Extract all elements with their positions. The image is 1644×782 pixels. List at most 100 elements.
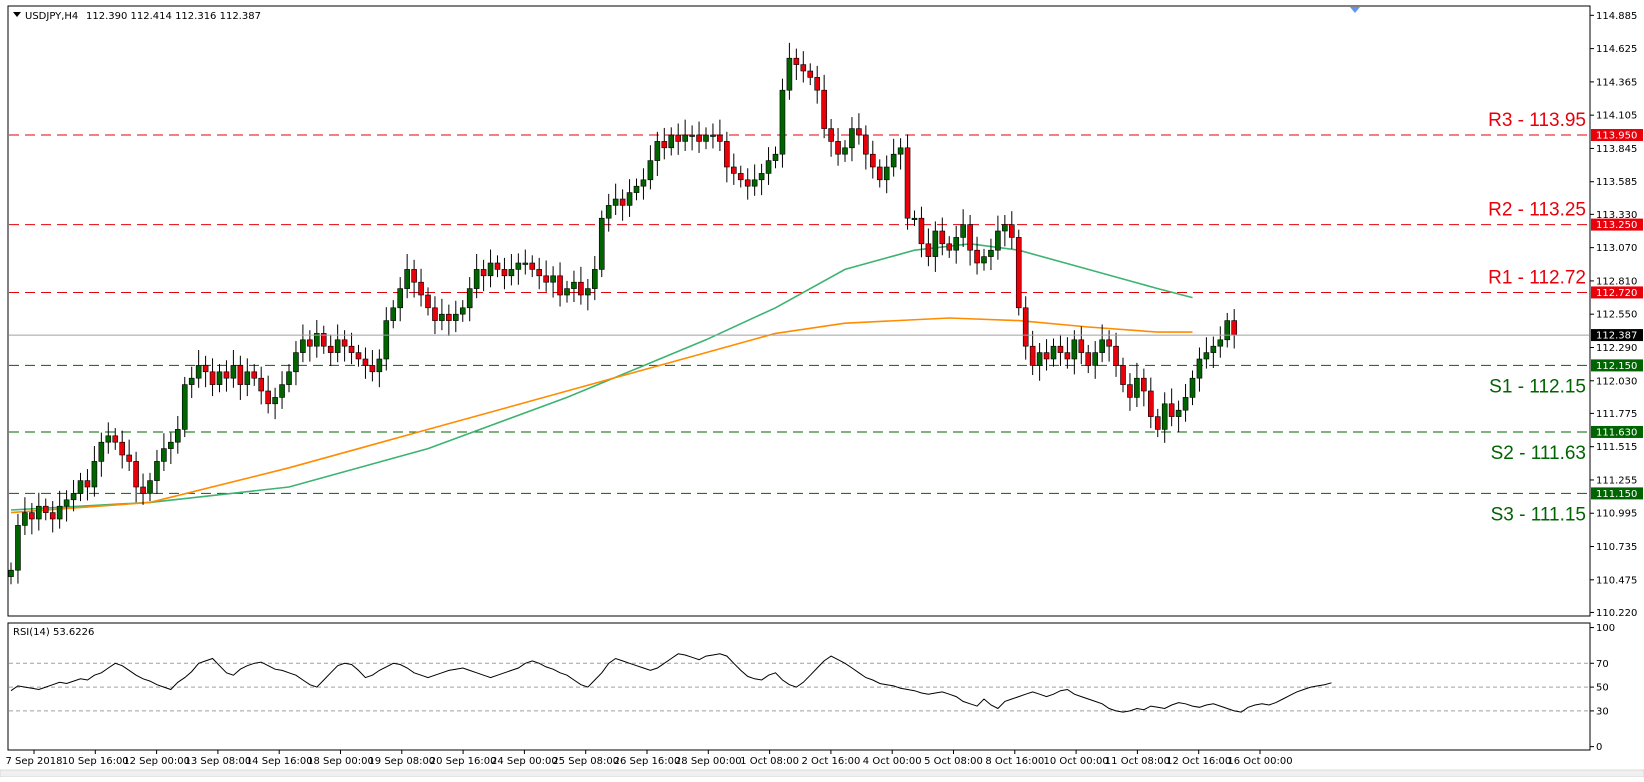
candle-bull: [334, 339, 341, 353]
candle-bear: [925, 243, 932, 257]
candle-bull: [605, 205, 612, 219]
rsi-tick-label: 100: [1596, 623, 1615, 634]
time-tick-label: 16 Oct 00:00: [1227, 756, 1292, 767]
price-tick-label: 112.030: [1596, 376, 1637, 387]
price-tick-label: 110.995: [1596, 509, 1637, 520]
price-tick-label: 110.735: [1596, 542, 1637, 553]
candle-bear: [251, 371, 258, 379]
candle-bull: [654, 141, 661, 161]
candle-bull: [98, 441, 105, 462]
price-tick-label: 114.885: [1596, 11, 1637, 22]
candle-bear: [348, 345, 355, 353]
price-tick-label: 112.290: [1596, 343, 1637, 354]
level-price-tag: [1591, 129, 1643, 141]
level-price-tag-text: 113.950: [1596, 131, 1637, 142]
price-tick-label: 111.515: [1596, 442, 1637, 453]
time-tick-label: 26 Sep 16:00: [614, 756, 681, 767]
candle-bull: [22, 512, 28, 526]
candle-bear: [1120, 365, 1126, 385]
candle-bull: [1050, 345, 1057, 360]
candle-bear: [1008, 224, 1015, 238]
candle-bear: [307, 339, 313, 347]
candle-bull: [154, 461, 160, 481]
price-tick-label: 114.105: [1596, 111, 1637, 122]
level-tags-layer: 113.950 113.250 112.720 112.150 111.630 111.1…: [1591, 129, 1643, 500]
candle-bull: [710, 134, 716, 137]
header-dropdown-icon[interactable]: [13, 12, 21, 17]
header-symbol: USDJPY,H4: [25, 11, 78, 22]
level-price-tag-text: 112.150: [1596, 361, 1637, 372]
candle-bull: [293, 352, 299, 373]
candle-bear: [543, 275, 549, 283]
candle-bull: [466, 288, 473, 309]
candle-bull: [91, 461, 98, 488]
level-price-tag: [1591, 425, 1643, 438]
time-tick-label: 24 Sep 00:00: [491, 756, 558, 767]
candle-bull: [772, 153, 779, 161]
candle-bull: [689, 134, 695, 137]
candle-bull: [147, 480, 153, 494]
moving-average-line: [10, 242, 1193, 511]
candle-bear: [800, 64, 807, 72]
candle-bear: [355, 352, 362, 360]
candle-bull: [703, 134, 709, 142]
time-tick-label: 19 Sep 08:00: [368, 756, 435, 767]
candle-bear: [1064, 352, 1071, 360]
candle-bull: [647, 160, 654, 181]
candle-bear: [446, 313, 452, 321]
candle-bull: [564, 288, 570, 296]
candle-bear: [1057, 345, 1064, 353]
candle-bull: [890, 153, 897, 168]
candle-bull: [216, 371, 223, 385]
current-price-tag-text: 112.387: [1596, 331, 1637, 342]
candle-bear: [835, 141, 841, 155]
candle-bull: [452, 313, 459, 321]
candle-bull: [633, 185, 640, 193]
price-tick-label: 113.330: [1596, 210, 1637, 221]
candle-bull: [195, 365, 202, 379]
rsi-line: [10, 653, 1332, 713]
candle-bear: [863, 134, 869, 155]
candle-bull: [682, 134, 688, 142]
price-tick-label: 110.220: [1596, 608, 1637, 619]
moving-averages-layer: [10, 242, 1193, 514]
candle-bear: [258, 377, 265, 392]
candle-bull: [230, 365, 237, 379]
time-tick-label: 13 Sep 08:00: [185, 756, 252, 767]
rsi-header: RSI(14) 53.6226: [13, 627, 94, 638]
candle-bull: [1217, 339, 1224, 347]
candle-bull: [1175, 409, 1182, 417]
candle-bear: [828, 128, 834, 142]
candle-bull: [390, 307, 397, 321]
candle-bull: [842, 147, 848, 155]
candle-bear: [869, 153, 876, 168]
rsi-tick-label: 30: [1596, 706, 1609, 717]
candle-bear: [202, 365, 209, 373]
price-tick-label: 112.550: [1596, 310, 1637, 321]
candle-bear: [1168, 403, 1175, 417]
candle-bear: [619, 198, 626, 206]
header-ohlc: 112.390 112.414 112.316 112.387: [86, 11, 261, 22]
scroll-marker-icon[interactable]: [1350, 7, 1360, 13]
price-tick-label: 114.365: [1596, 77, 1637, 88]
level-label-support: S3 - 111.15: [1491, 504, 1586, 525]
candle-bear: [494, 262, 501, 270]
candle-bull: [911, 217, 918, 220]
candle-bear: [737, 173, 744, 181]
candle-bull: [175, 429, 181, 443]
candle-bull: [522, 262, 529, 265]
candle-bull: [571, 281, 577, 289]
candle-bear: [1106, 339, 1112, 347]
candle-bull: [668, 134, 675, 149]
time-tick-label: 10 Oct 00:00: [1043, 756, 1108, 767]
level-label-support: S2 - 111.63: [1491, 443, 1586, 464]
candle-bear: [369, 365, 376, 373]
time-tick-label: 4 Oct 00:00: [863, 756, 922, 767]
candle-bull: [56, 505, 63, 520]
candle-bull: [35, 505, 42, 520]
candle-bull: [786, 57, 793, 91]
candle-bull: [459, 307, 466, 315]
level-price-tag: [1591, 359, 1643, 372]
candle-bear: [1022, 307, 1029, 347]
